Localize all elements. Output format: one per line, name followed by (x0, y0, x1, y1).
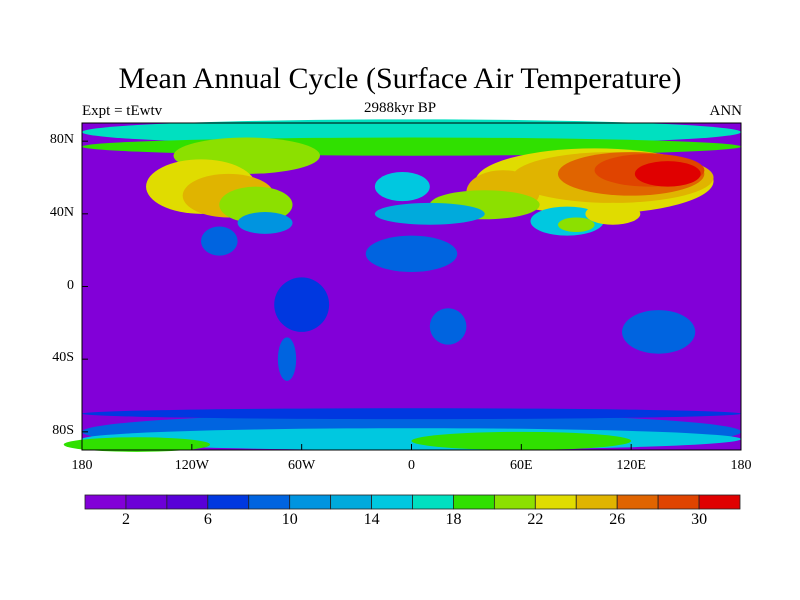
colorbar-bin (412, 494, 454, 510)
colorbar-bin (698, 494, 741, 510)
temperature-region (429, 308, 467, 345)
experiment-label: Expt = tEwtv (82, 103, 163, 119)
temperature-region (237, 212, 293, 234)
colorbar-bin (453, 494, 495, 510)
colorbar-label: 14 (363, 511, 380, 528)
temperature-region (274, 277, 330, 332)
temperature-region (277, 337, 297, 381)
plot-title: Mean Annual Cycle (Surface Air Temperatu… (118, 62, 682, 95)
colorbar-bin (248, 494, 291, 510)
temperature-region (200, 226, 238, 256)
x-tick-label: 180 (730, 458, 752, 473)
time-label: 2988kyr BP (363, 100, 437, 116)
colorbar-bin (657, 494, 700, 510)
colorbar-bin (616, 494, 659, 510)
colorbar-label: 10 (281, 511, 298, 528)
x-tick-label: 60E (510, 458, 533, 473)
temperature-region (585, 202, 641, 225)
temperature-region (557, 217, 595, 232)
colorbar-bin (289, 494, 332, 510)
colorbar-label: 2 (121, 511, 130, 528)
temperature-region (63, 437, 211, 452)
colorbar-label: 6 (203, 511, 212, 528)
y-tick-label: 40N (49, 204, 74, 220)
y-tick-label: 0 (67, 277, 74, 293)
colorbar-bin (207, 494, 250, 510)
temperature-region (411, 431, 632, 450)
season-label: ANN (709, 103, 743, 119)
y-tick-label: 80N (49, 132, 74, 148)
temperature-region (82, 408, 741, 420)
x-tick-label: 0 (408, 458, 415, 473)
temperature-region (374, 202, 485, 225)
temperature-region (365, 235, 458, 272)
x-tick-label: 180 (71, 458, 93, 473)
temperature-region (622, 310, 696, 354)
x-tick-label: 120E (616, 458, 646, 473)
colorbar-label: 22 (527, 511, 544, 528)
y-tick-label: 80S (52, 422, 74, 438)
colorbar-bin (534, 494, 577, 510)
x-tick-label: 120W (174, 458, 209, 473)
colorbar-bin (330, 494, 372, 510)
colorbar-bin (371, 494, 413, 510)
temperature-region (634, 161, 701, 187)
temperature-region (374, 172, 430, 202)
colorbar-label: 18 (445, 511, 462, 528)
y-tick-label: 40S (52, 350, 74, 366)
colorbar-bin (575, 494, 618, 510)
colorbar-bin (493, 494, 536, 510)
x-tick-label: 60W (288, 458, 316, 473)
colorbar-bin (166, 494, 209, 510)
colorbar-bin (125, 494, 168, 510)
colorbar-label: 26 (609, 511, 626, 528)
colorbar-label: 30 (691, 511, 708, 528)
colorbar-bin (84, 494, 127, 510)
